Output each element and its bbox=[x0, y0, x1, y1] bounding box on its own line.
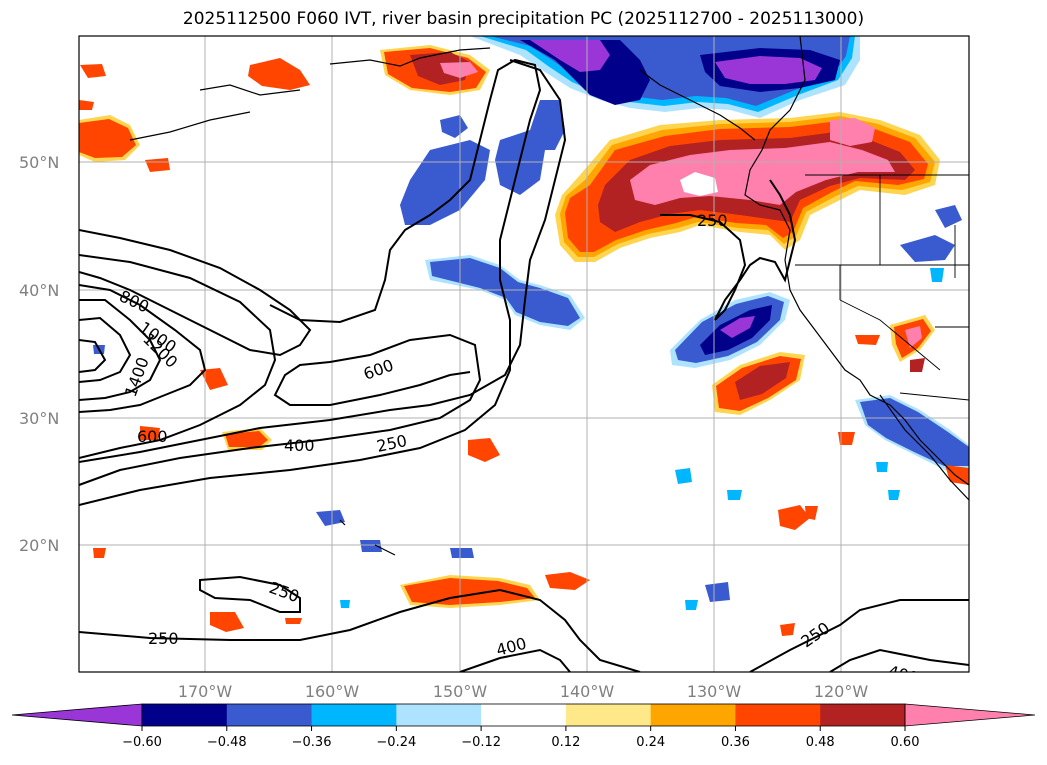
contour-label-250-southwest: 250 bbox=[148, 629, 179, 648]
negative-region-california-offshore bbox=[670, 292, 790, 368]
lon-label-140w: 140°W bbox=[560, 682, 615, 701]
map-frame bbox=[78, 35, 970, 673]
political-borders bbox=[795, 174, 969, 401]
colorbar-tick-label: 0.48 bbox=[806, 735, 835, 750]
contour-label-600-west: 600 bbox=[137, 427, 168, 446]
colorbar-extend-low bbox=[11, 703, 143, 727]
contour-label-400-central: 400 bbox=[284, 436, 315, 455]
lon-label-120w: 120°W bbox=[814, 682, 869, 701]
lat-label-40n: 40°N bbox=[19, 281, 59, 300]
map-title: 2025112500 F060 IVT, river basin precipi… bbox=[182, 9, 865, 29]
positive-region-sierra bbox=[890, 315, 935, 362]
colorbar-tick-label: 0.60 bbox=[891, 735, 920, 750]
colorbar-segment bbox=[565, 704, 652, 726]
colorbar-segment bbox=[311, 704, 397, 726]
colorbar-tick-label: −0.36 bbox=[292, 735, 332, 750]
lat-label-50n: 50°N bbox=[19, 153, 59, 172]
colorbar-tick-label: 0.24 bbox=[636, 735, 665, 750]
colorbar: −0.60 −0.48 −0.36 −0.24 −0.12 0.12 0.24 0.36 0.4… bbox=[11, 703, 1036, 750]
coastlines bbox=[129, 36, 969, 556]
gridlines bbox=[79, 36, 969, 672]
longitude-labels: 170°W 160°W 150°W 140°W 130°W 120°W bbox=[178, 682, 869, 701]
lat-label-30n: 30°N bbox=[19, 409, 59, 428]
latitude-labels: 50°N 40°N 30°N 20°N bbox=[19, 153, 59, 555]
colorbar-segment bbox=[650, 704, 736, 726]
map-content: 800 1000 1200 1400 600 600 400 250 250 2… bbox=[79, 36, 969, 688]
colorbar-tick-label: 0.12 bbox=[551, 735, 580, 750]
lon-label-160w: 160°W bbox=[305, 682, 360, 701]
colorbar-segment bbox=[735, 704, 821, 726]
negative-region-small-patches bbox=[93, 268, 944, 610]
colorbar-segment bbox=[481, 704, 567, 726]
lon-label-150w: 150°W bbox=[433, 682, 488, 701]
lon-label-130w: 130°W bbox=[687, 682, 742, 701]
contour-label-250-offshore: 250 bbox=[697, 211, 728, 230]
positive-region-small-patches bbox=[93, 335, 969, 636]
colorbar-tick-label: −0.12 bbox=[461, 735, 501, 750]
lon-label-170w: 170°W bbox=[178, 682, 233, 701]
negative-region-central bbox=[425, 255, 585, 330]
colorbar-extend-high bbox=[904, 703, 1036, 727]
colorbar-tick-label: 0.36 bbox=[721, 735, 750, 750]
lat-label-20n: 20°N bbox=[19, 536, 59, 555]
positive-region-california-offshore bbox=[712, 352, 805, 415]
colorbar-outline bbox=[141, 703, 906, 727]
colorbar-segment bbox=[226, 704, 313, 726]
contour-label-400-southeast: 400 bbox=[886, 662, 920, 688]
ivt-contours bbox=[79, 58, 969, 672]
positive-region-pacific-nw bbox=[555, 112, 940, 262]
colorbar-tick-label: −0.48 bbox=[207, 735, 247, 750]
colorbar-segments bbox=[11, 703, 1036, 727]
colorbar-segment bbox=[396, 704, 482, 726]
colorbar-tick-label: −0.60 bbox=[122, 735, 162, 750]
colorbar-segment bbox=[142, 704, 228, 726]
colorbar-tick-labels: −0.60 −0.48 −0.36 −0.24 −0.12 0.12 0.24 0.36 0.4… bbox=[122, 726, 919, 750]
colorbar-tick-label: −0.24 bbox=[376, 735, 416, 750]
ivt-contour-labels: 800 1000 1200 1400 600 600 400 250 250 2… bbox=[116, 211, 920, 688]
colorbar-segment bbox=[820, 704, 906, 726]
